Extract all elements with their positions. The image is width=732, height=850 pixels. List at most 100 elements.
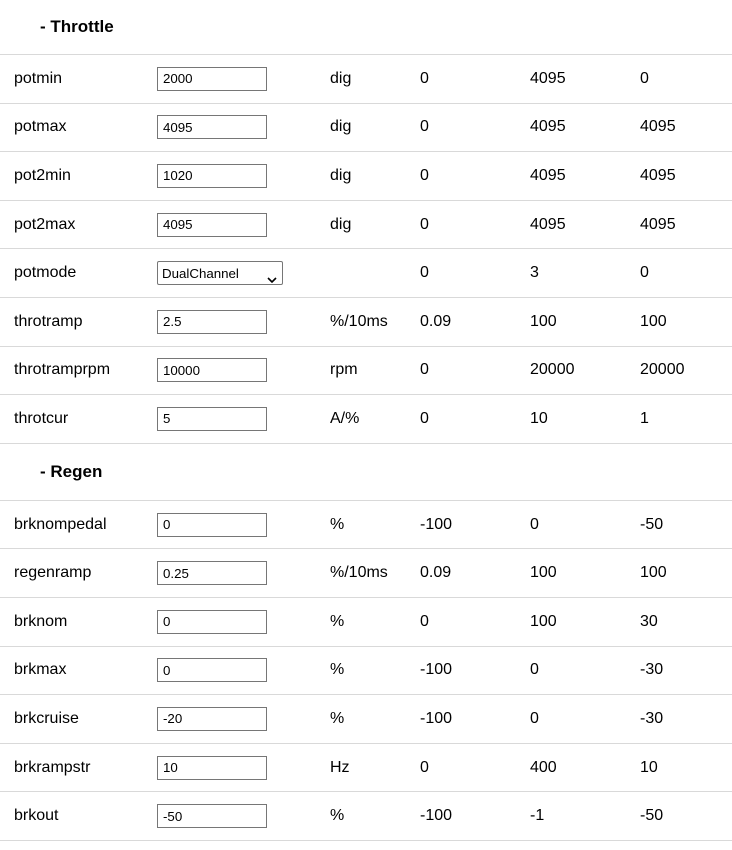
param-value-cell (157, 66, 330, 91)
param-row-brknompedal: brknompedal % -100 0 -50 (0, 501, 732, 550)
param-min: -100 (420, 661, 453, 679)
param-value-cell (157, 512, 330, 537)
param-name: throtramprpm (14, 361, 111, 379)
param-value-input[interactable] (157, 804, 267, 829)
param-row-regenramp: regenramp %/10ms 0.09 100 100 (0, 549, 732, 598)
param-default: -30 (640, 661, 664, 679)
param-row-brkout: brkout % -100 -1 -50 (0, 792, 732, 841)
param-max: 0 (530, 709, 539, 727)
param-value-cell (157, 115, 330, 140)
param-max: 20000 (530, 361, 575, 379)
param-value-input[interactable] (157, 755, 267, 780)
param-default: 4095 (640, 118, 676, 136)
param-name: throtramp (14, 312, 83, 330)
param-value-input[interactable] (157, 66, 267, 91)
param-value-cell (157, 706, 330, 731)
param-value-input[interactable] (157, 609, 267, 634)
section-title: - Regen (40, 461, 103, 481)
param-unit: dig (330, 215, 352, 233)
param-value-cell (157, 406, 330, 431)
param-value-select[interactable]: DualChannel (157, 261, 283, 286)
param-row-brknom: brknom % 0 100 30 (0, 598, 732, 647)
param-name: throtcur (14, 409, 69, 427)
param-max: 4095 (530, 166, 566, 184)
param-row-throtramprpm: throtramprpm rpm 0 20000 20000 (0, 347, 732, 396)
param-default: -50 (640, 807, 664, 825)
param-default: 0 (640, 264, 649, 282)
param-unit: A/% (330, 409, 360, 427)
param-unit: % (330, 515, 345, 533)
param-unit: rpm (330, 361, 358, 379)
param-max: 100 (530, 564, 557, 582)
param-unit: dig (330, 118, 352, 136)
param-min: 0 (420, 118, 429, 136)
param-value-cell (157, 755, 330, 780)
param-value-cell (157, 804, 330, 829)
param-value-cell (157, 658, 330, 683)
param-min: 0.09 (420, 564, 452, 582)
param-row-brkmax: brkmax % -100 0 -30 (0, 647, 732, 696)
param-value-cell (157, 212, 330, 237)
param-min: 0 (420, 264, 429, 282)
param-unit: dig (330, 166, 352, 184)
param-max: -1 (530, 807, 545, 825)
param-max: 0 (530, 515, 539, 533)
param-unit: % (330, 661, 345, 679)
param-row-brkrampstr: brkrampstr Hz 0 400 10 (0, 744, 732, 793)
param-value-cell (157, 309, 330, 334)
param-max: 4095 (530, 118, 566, 136)
param-default: 4095 (640, 215, 676, 233)
param-value-cell (157, 561, 330, 586)
param-value-input[interactable] (157, 706, 267, 731)
param-default: 4095 (640, 166, 676, 184)
param-value-input[interactable] (157, 115, 267, 140)
param-value-input[interactable] (157, 163, 267, 188)
param-name: potmax (14, 118, 67, 136)
param-default: 10 (640, 758, 658, 776)
param-unit: dig (330, 69, 352, 87)
param-max: 3 (530, 264, 539, 282)
section-header-regen[interactable]: - Regen (0, 444, 732, 501)
param-default: 20000 (640, 361, 685, 379)
param-value-cell: DualChannel (157, 261, 330, 286)
param-name: brkout (14, 807, 59, 825)
param-value-cell (157, 163, 330, 188)
param-min: 0 (420, 361, 429, 379)
param-value-input[interactable] (157, 561, 267, 586)
param-min: 0 (420, 69, 429, 87)
param-name: brkrampstr (14, 758, 91, 776)
param-min: -100 (420, 807, 453, 825)
param-default: 1 (640, 409, 649, 427)
param-default: 100 (640, 312, 667, 330)
param-row-pot2max: pot2max dig 0 4095 4095 (0, 201, 732, 250)
param-max: 400 (530, 758, 557, 776)
param-row-brkcruise: brkcruise % -100 0 -30 (0, 695, 732, 744)
section-header-throttle[interactable]: - Throttle (0, 0, 732, 55)
param-max: 4095 (530, 69, 566, 87)
param-name: brkcruise (14, 709, 79, 727)
param-row-throtramp: throtramp %/10ms 0.09 100 100 (0, 298, 732, 347)
param-value-input[interactable] (157, 658, 267, 683)
param-value-cell (157, 609, 330, 634)
param-value-input[interactable] (157, 212, 267, 237)
param-value-input[interactable] (157, 358, 267, 383)
section-title: - Throttle (40, 17, 114, 36)
param-default: 30 (640, 612, 658, 630)
param-default: -30 (640, 709, 664, 727)
param-value-input[interactable] (157, 309, 267, 334)
param-max: 10 (530, 409, 548, 427)
param-min: 0 (420, 612, 429, 630)
param-name: potmin (14, 69, 63, 87)
param-unit: Hz (330, 758, 350, 776)
param-unit: % (330, 612, 345, 630)
param-max: 4095 (530, 215, 566, 233)
param-min: -100 (420, 515, 453, 533)
param-value-input[interactable] (157, 512, 267, 537)
param-value-input[interactable] (157, 406, 267, 431)
param-name: brknompedal (14, 515, 107, 533)
param-row-pot2min: pot2min dig 0 4095 4095 (0, 152, 732, 201)
param-name: brkmax (14, 661, 67, 679)
param-name: potmode (14, 264, 77, 282)
param-row-potmode: potmode DualChannel 0 3 0 (0, 249, 732, 298)
param-name: pot2min (14, 166, 71, 184)
